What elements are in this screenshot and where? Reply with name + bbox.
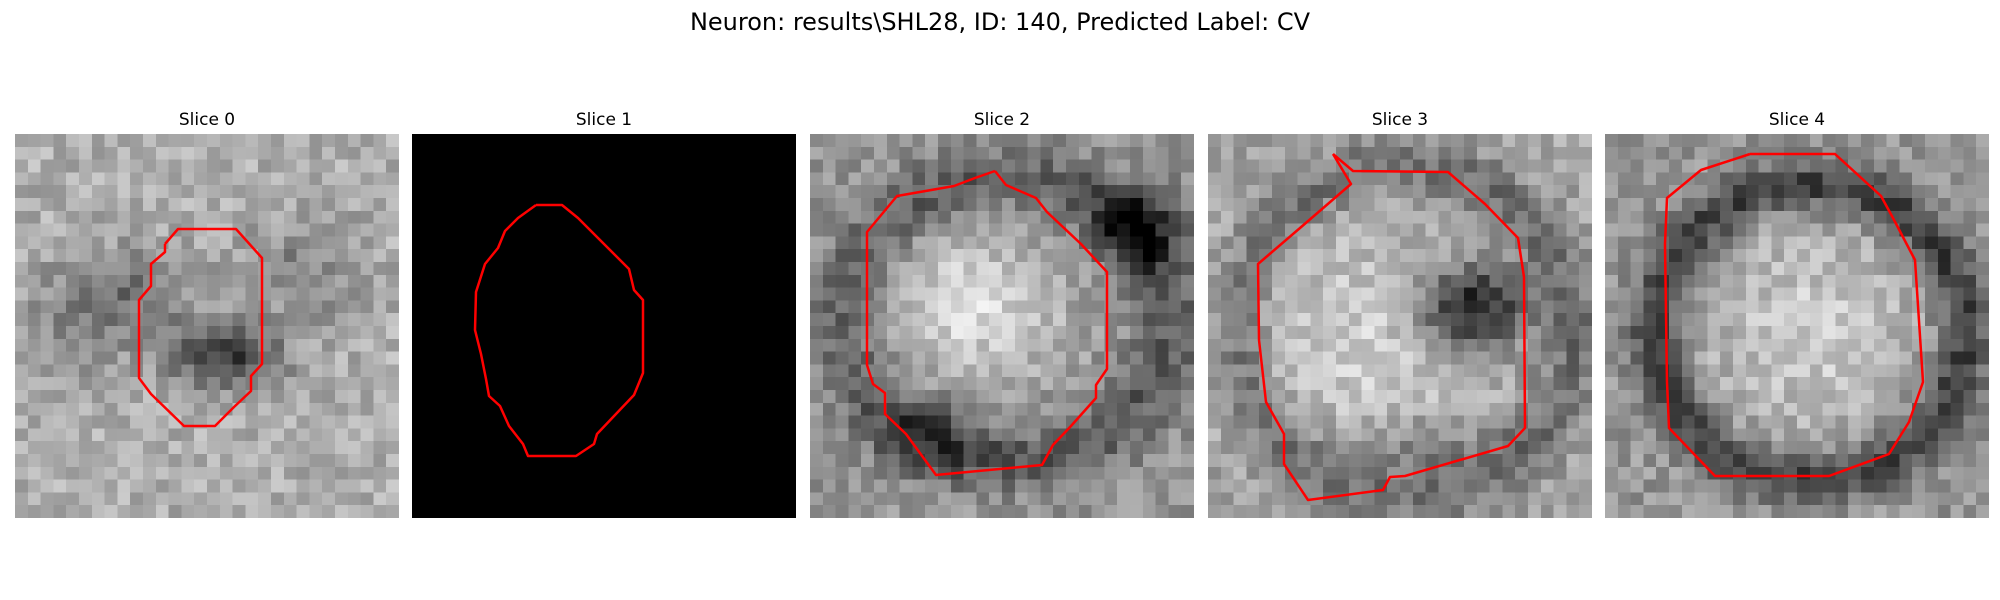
slice-image <box>1605 134 1989 518</box>
roi-contour <box>137 227 264 428</box>
slice-title: Slice 1 <box>575 110 633 130</box>
roi-contour <box>473 203 645 458</box>
slice-image <box>810 134 1194 518</box>
slice-title: Slice 4 <box>1768 110 1826 130</box>
slice-title: Slice 3 <box>1371 110 1429 130</box>
slice-panel-2: Slice 2 <box>810 110 1194 518</box>
roi-contour <box>1663 152 1925 478</box>
roi-contour <box>1256 153 1527 502</box>
slice-title: Slice 0 <box>178 110 236 130</box>
slice-panel-1: Slice 1 <box>412 110 796 518</box>
slice-title: Slice 2 <box>973 110 1031 130</box>
slice-panel-0: Slice 0 <box>15 110 399 518</box>
figure-title: Neuron: results\SHL28, ID: 140, Predicte… <box>689 8 1311 36</box>
roi-contour <box>865 169 1109 477</box>
slice-panel-4: Slice 4 <box>1605 110 1989 518</box>
slice-image <box>15 134 399 518</box>
slice-image <box>1208 134 1592 518</box>
slice-panel-3: Slice 3 <box>1208 110 1592 518</box>
